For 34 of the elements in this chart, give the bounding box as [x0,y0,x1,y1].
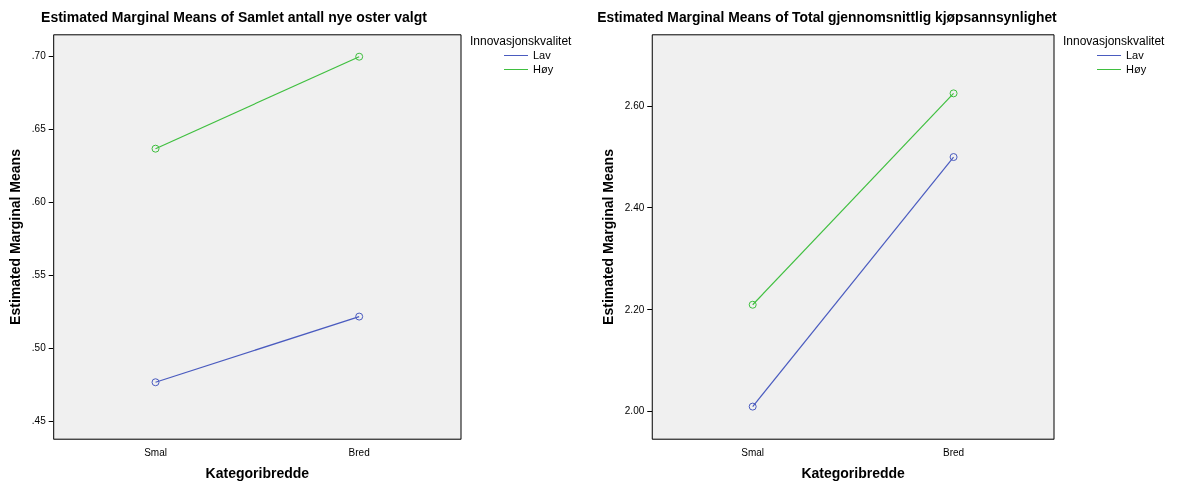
chart-title: Estimated Marginal Means of Samlet antall nye oster valgt [41,9,428,26]
y-tick-label: .45 [31,415,47,427]
y-tick-label: .60 [31,196,47,208]
y-tick-label: 2.20 [624,303,645,315]
legend-label: Høy [1126,63,1147,75]
x-axis-title: Kategoribredde [205,465,310,482]
chart-title: Estimated Marginal Means of Total gjennomsnittlig kjøpsannsynlighet [597,9,1058,26]
point [949,153,958,162]
y-tick-label: 2.00 [624,405,645,417]
y-tick-label: 2.40 [624,201,645,213]
x-tick-label: Bred [348,446,370,458]
point [748,402,757,411]
legend-label: Lav [1126,49,1144,61]
y-tick-label: .70 [31,50,47,62]
point [151,144,160,153]
x-tick-label: Smal [741,446,765,458]
point [151,378,160,387]
y-tick-label: 2.60 [624,99,645,111]
legend-label: Lav [533,49,551,61]
x-axis-title: Kategoribredde [801,465,906,482]
legend-label: Høy [533,63,554,75]
y-axis-title: Estimated Marginal Means [7,148,24,325]
point [949,89,958,98]
x-tick-label: Bred [943,446,965,458]
y-tick-label: .55 [31,269,47,281]
y-axis-title: Estimated Marginal Means [600,148,617,325]
point [355,52,364,61]
x-tick-label: Smal [144,446,167,458]
legend-title: Innovasjonskvalitet [470,34,572,48]
legend-title: Innovasjonskvalitet [1063,34,1165,48]
y-tick-label: .50 [31,342,47,354]
y-tick-label: .65 [31,123,47,135]
point [355,312,364,321]
point [748,300,757,309]
